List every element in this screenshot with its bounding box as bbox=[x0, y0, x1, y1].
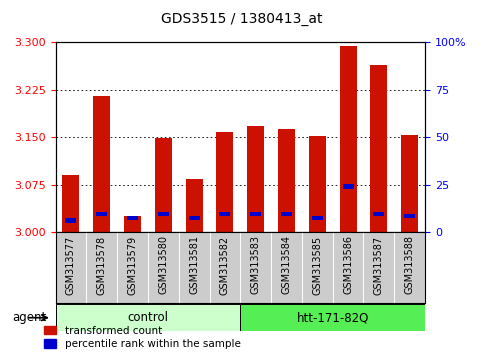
Bar bbox=[278, 129, 295, 232]
Text: GSM313581: GSM313581 bbox=[189, 235, 199, 295]
Bar bbox=[155, 138, 172, 232]
Text: GSM313583: GSM313583 bbox=[251, 235, 261, 295]
Bar bbox=[62, 175, 79, 232]
Text: control: control bbox=[128, 311, 169, 324]
Text: GSM313585: GSM313585 bbox=[313, 235, 322, 295]
Bar bbox=[370, 64, 387, 232]
Bar bbox=[185, 179, 202, 232]
Bar bbox=[281, 212, 292, 216]
Bar bbox=[401, 135, 418, 232]
Bar bbox=[373, 212, 384, 216]
Bar bbox=[219, 212, 230, 216]
Bar bbox=[188, 216, 199, 220]
Bar bbox=[309, 136, 326, 232]
Legend: transformed count, percentile rank within the sample: transformed count, percentile rank withi… bbox=[44, 326, 241, 349]
Bar bbox=[340, 46, 356, 232]
Bar bbox=[404, 214, 415, 218]
Bar bbox=[65, 218, 76, 223]
Text: GSM313577: GSM313577 bbox=[66, 235, 76, 295]
Bar bbox=[342, 184, 354, 189]
Text: GSM313584: GSM313584 bbox=[282, 235, 291, 295]
Bar bbox=[241, 304, 425, 331]
Bar bbox=[247, 126, 264, 232]
Text: GSM313588: GSM313588 bbox=[405, 235, 414, 295]
Bar bbox=[56, 304, 241, 331]
Bar bbox=[124, 216, 141, 232]
Text: htt-171-82Q: htt-171-82Q bbox=[297, 311, 369, 324]
Text: GSM313578: GSM313578 bbox=[97, 235, 107, 295]
Bar bbox=[312, 216, 323, 220]
Text: GSM313580: GSM313580 bbox=[158, 235, 168, 295]
Bar bbox=[250, 212, 261, 216]
Text: GSM313582: GSM313582 bbox=[220, 235, 230, 295]
Bar bbox=[216, 132, 233, 232]
Bar bbox=[93, 96, 110, 232]
Text: GSM313587: GSM313587 bbox=[374, 235, 384, 295]
Bar bbox=[127, 216, 138, 220]
Bar bbox=[96, 212, 107, 216]
Text: GDS3515 / 1380413_at: GDS3515 / 1380413_at bbox=[161, 12, 322, 27]
Text: GSM313586: GSM313586 bbox=[343, 235, 353, 295]
Bar bbox=[158, 212, 169, 216]
Text: GSM313579: GSM313579 bbox=[128, 235, 138, 295]
Text: agent: agent bbox=[12, 311, 46, 324]
